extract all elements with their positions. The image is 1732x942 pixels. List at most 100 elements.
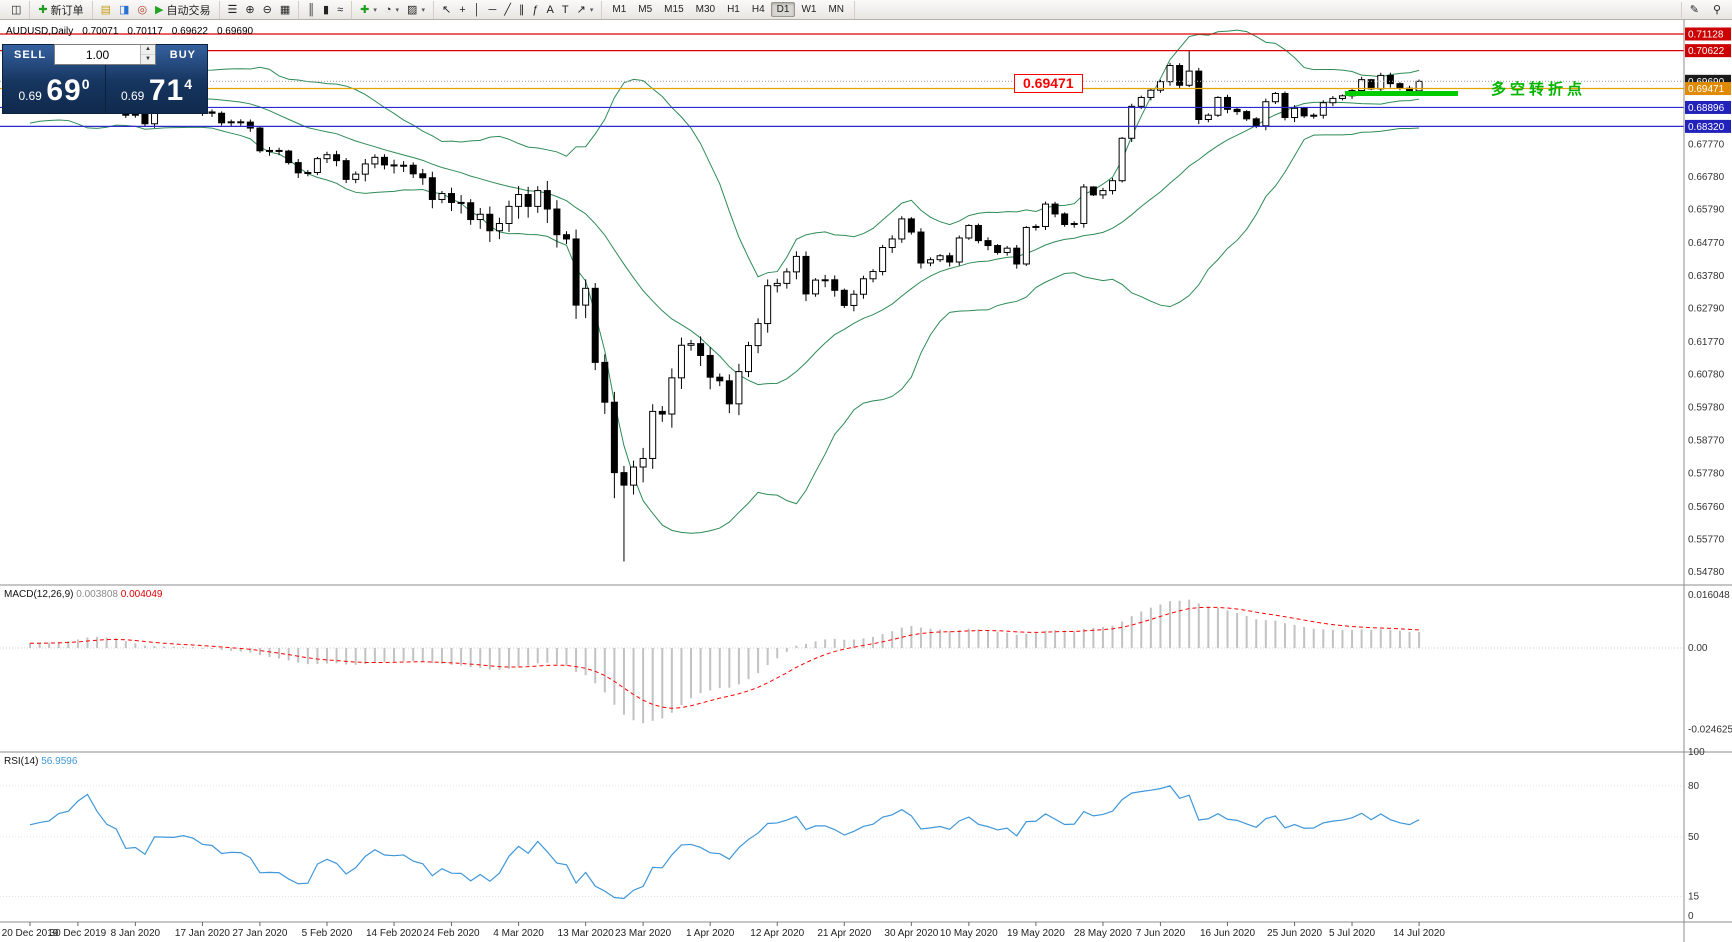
date-label: 1 Apr 2020: [686, 928, 735, 939]
buy-price: 0.69 714: [121, 74, 192, 107]
arrow-tool-button[interactable]: ↗ ▾: [573, 2, 598, 18]
svg-text:0.00: 0.00: [1688, 643, 1708, 654]
date-label: 5 Feb 2020: [302, 928, 353, 939]
svg-text:0: 0: [1688, 911, 1694, 922]
label-tool-button[interactable]: T: [558, 2, 573, 18]
date-label: 28 May 2020: [1074, 928, 1132, 939]
buy-label: BUY: [169, 49, 196, 61]
market-watch-button[interactable]: ▤: [97, 2, 115, 18]
auto-trading-label: 自动交易: [166, 4, 211, 17]
horizontal-line-tool-button[interactable]: ─: [485, 2, 501, 18]
text-tool-button[interactable]: A: [543, 2, 558, 18]
date-label: 14 Jul 2020: [1393, 928, 1445, 939]
search-button[interactable]: ⚲: [1709, 2, 1725, 18]
indicator-list-button[interactable]: ☰: [224, 2, 242, 18]
svg-text:-0.024625: -0.024625: [1688, 724, 1732, 735]
tile-windows-button[interactable]: ▦: [276, 2, 294, 18]
fibonacci-tool-button[interactable]: ƒ: [528, 2, 542, 18]
date-label: 5 Jul 2020: [1329, 928, 1376, 939]
templates-button[interactable]: ▨ ▾: [403, 2, 429, 18]
timeframe-m30-button[interactable]: M30: [690, 2, 721, 17]
svg-text:0.70622: 0.70622: [1688, 46, 1725, 57]
navigator-button[interactable]: ◎: [133, 2, 151, 18]
date-label: 8 Jan 2020: [111, 928, 161, 939]
auto-trading-button[interactable]: ▶ 自动交易: [151, 0, 214, 20]
date-label: 4 Mar 2020: [493, 928, 544, 939]
service-group: ▤ ◨ ◎ ▶ 自动交易: [93, 0, 220, 20]
new-order-button[interactable]: ✚ 新订单: [34, 0, 87, 20]
add-indicator-button[interactable]: ✚ ▾: [356, 2, 381, 18]
zoom-in-button[interactable]: ⊕: [241, 2, 258, 18]
svg-text:0.65790: 0.65790: [1688, 205, 1725, 216]
svg-text:0.63780: 0.63780: [1688, 271, 1725, 282]
horizontal-line-tool-icon: ─: [488, 3, 497, 16]
line-chart-button[interactable]: ≈: [333, 2, 347, 18]
date-label: 17 Jan 2020: [175, 928, 230, 939]
resistance-line-2-axis-label: [1685, 44, 1731, 58]
timeframe-h4-label: H4: [751, 4, 765, 15]
volume-spinner: ▲ ▼: [140, 45, 155, 64]
timeframe-h4-button[interactable]: H4: [746, 2, 771, 17]
svg-text:0.64770: 0.64770: [1688, 238, 1725, 249]
data-window-button[interactable]: ◨: [115, 2, 133, 18]
draw-panel-button[interactable]: ✎: [1686, 2, 1703, 18]
navigator-icon: ◎: [137, 3, 148, 16]
turning-point-label[interactable]: 多空转折点: [1491, 81, 1587, 98]
price-callout-label[interactable]: 0.69471: [1014, 74, 1083, 93]
volume-down-button[interactable]: ▼: [141, 55, 155, 64]
timeframe-h1-button[interactable]: H1: [721, 2, 746, 17]
timeframe-mn-button[interactable]: MN: [822, 2, 850, 17]
volume-up-button[interactable]: ▲: [141, 45, 155, 55]
price-chart[interactable]: 0.67770 0.66780 0.65790 0.64770 0.63780 0.627…: [0, 20, 1732, 942]
trendline-tool-button[interactable]: ╱: [500, 2, 515, 18]
timeframe-d1-button[interactable]: D1: [770, 2, 796, 17]
timeframe-w1-button[interactable]: W1: [795, 2, 822, 17]
zoom-out-button[interactable]: ⊖: [259, 2, 276, 18]
svg-text:15: 15: [1688, 892, 1700, 903]
search-icon: ⚲: [1712, 3, 1721, 16]
vertical-line-tool-icon: │: [473, 3, 481, 16]
timeframe-m15-button[interactable]: M15: [658, 2, 689, 17]
svg-text:0.61770: 0.61770: [1688, 337, 1725, 348]
chart-type-group: ║ ▮ ≈: [299, 0, 353, 19]
date-label: 20 Dec 2019: [2, 928, 59, 939]
date-label: 27 Jan 2020: [232, 928, 287, 939]
timeframe-m5-button[interactable]: M5: [632, 2, 658, 17]
timeframe-group: M1 M5 M15 M30 H1 H4 D1 W1 MN: [602, 0, 856, 19]
periods-button[interactable]: ◔ ▾: [381, 2, 403, 18]
date-label: 19 May 2020: [1007, 928, 1065, 939]
svg-text:50: 50: [1688, 832, 1700, 843]
arrow-tool-caret-icon: ▾: [589, 6, 594, 14]
date-label: 7 Jun 2020: [1136, 928, 1186, 939]
chart-window-button[interactable]: ◫: [7, 2, 25, 18]
line-chart-icon: ≈: [337, 3, 344, 16]
candle-chart-icon: ▮: [323, 3, 330, 16]
vertical-line-tool-button[interactable]: │: [470, 2, 485, 18]
channel-tool-button[interactable]: ∥: [515, 2, 529, 18]
label-tool-icon: T: [561, 3, 569, 16]
ohlc-low: 0.69622: [171, 26, 208, 37]
crosshair-tool-button[interactable]: +: [455, 2, 469, 18]
svg-text:0.62790: 0.62790: [1688, 303, 1725, 314]
tile-windows-icon: ▦: [279, 3, 291, 16]
add-indicator-caret-icon: ▾: [373, 6, 377, 14]
periods-caret-icon: ▾: [395, 6, 400, 14]
templates-icon: ▨: [407, 3, 418, 16]
rsi-line: [29, 785, 1420, 900]
svg-text:0.58770: 0.58770: [1688, 436, 1725, 447]
level-lines: [0, 33, 1684, 128]
sell-label: SELL: [14, 49, 47, 61]
candle-chart-button[interactable]: ▮: [319, 2, 333, 18]
bollinger-upper-band: [29, 29, 1420, 278]
volume-input[interactable]: [55, 45, 140, 64]
timeframe-m5-label: M5: [638, 4, 653, 15]
svg-text:0.69471: 0.69471: [1688, 84, 1725, 95]
price-axis-labels: 0.67770 0.66780 0.65790 0.64770 0.63780 0.627…: [1688, 140, 1725, 579]
timeframe-m1-button[interactable]: M1: [606, 2, 632, 17]
cursor-tool-button[interactable]: ↖: [438, 2, 455, 18]
bar-chart-button[interactable]: ║: [303, 2, 319, 18]
chart-group: ◫: [3, 0, 31, 19]
svg-text:0.016048: 0.016048: [1688, 590, 1730, 601]
one-click-trading-panel: SELL 0.69 690 BUY 0.69 714 ▲ ▼: [2, 44, 208, 114]
